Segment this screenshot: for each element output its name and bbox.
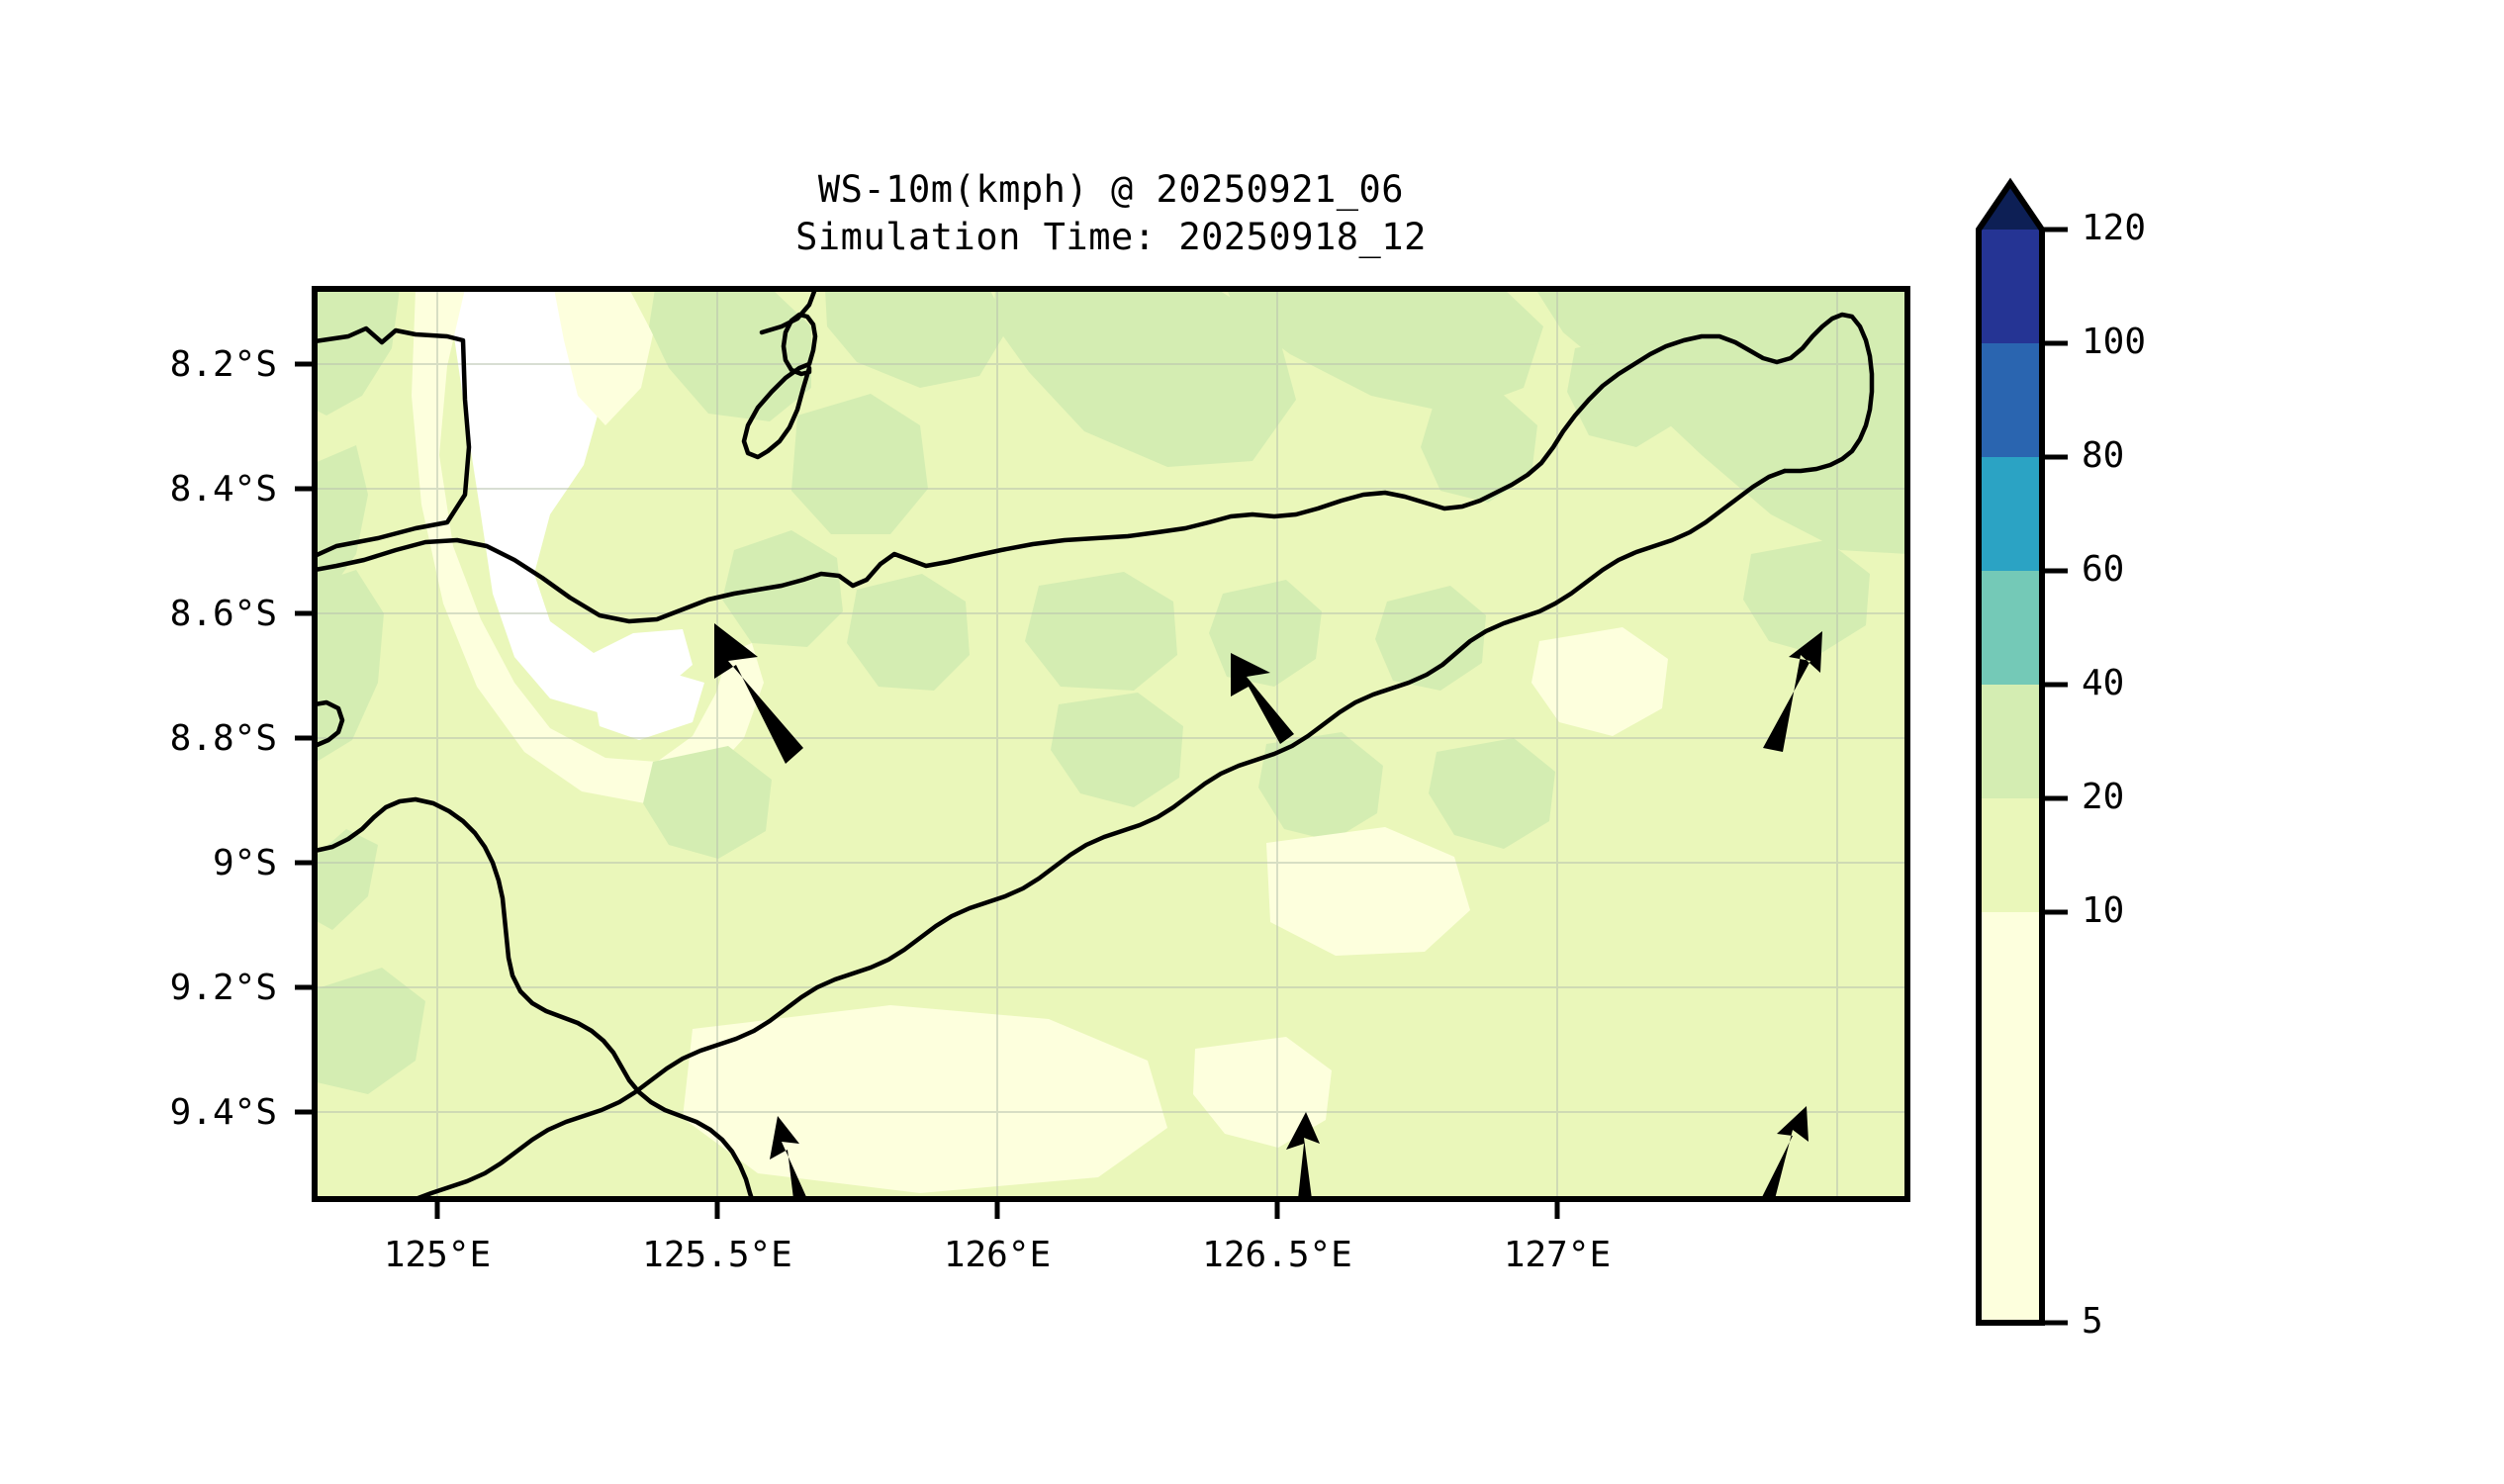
coastline-atauro-island (741, 312, 818, 460)
contour-band-20-40-l (847, 574, 970, 691)
contour-band-20-40-m (1025, 572, 1177, 691)
contour-band-5-10-b (554, 289, 653, 425)
contour-band-under5 (447, 289, 693, 712)
y-tick-label-4: 9°S (212, 843, 277, 883)
colorbar-band-10-20 (1979, 798, 2042, 912)
x-tick-label-3: 126.5°E (1202, 1235, 1352, 1275)
contour-band-20-40-c (315, 570, 384, 762)
contour-band-20-40-q (1567, 332, 1688, 447)
contour-band-20-40-j (791, 394, 928, 534)
contour-band-under5-b (594, 669, 704, 740)
y-tick-label-6: 9.4°S (169, 1092, 277, 1133)
y-tick-label-5: 9.2°S (169, 968, 277, 1008)
y-axis-ticks (295, 361, 315, 1115)
y-tick-label-0: 8.2°S (169, 344, 277, 385)
colorbar-band-80-100 (1979, 343, 2042, 457)
axes-spine (312, 286, 1910, 1202)
colorbar-extend-max-arrow (1979, 183, 2042, 230)
colorbar-tick-label-20: 20 (2082, 777, 2125, 817)
contour-band-20-40-w (315, 968, 425, 1094)
colorbar-ticks (2042, 227, 2068, 1326)
contour-band-20-40-b (315, 445, 368, 600)
colorbar (1976, 177, 2068, 1326)
contour-band-20-40-d (315, 829, 378, 930)
contour-band-20-40-u (1429, 738, 1555, 849)
colorbar-tick-label-40: 40 (2082, 663, 2125, 703)
contour-band-20-40-p (1421, 392, 1537, 503)
chart-title-primary: WS-10m(kmph) @ 20250921_06 (817, 168, 1405, 211)
colorbar-tick-label-120: 120 (2082, 208, 2147, 248)
colorbar-outline (1976, 177, 2045, 1326)
x-tick-label-0: 125°E (383, 1235, 492, 1275)
coastline-main-north (315, 312, 1875, 624)
wind-arrow-2 (1231, 653, 1294, 744)
contour-band-20-40-a (315, 289, 400, 416)
wind-arrow-6 (1761, 1106, 1808, 1199)
colorbar-band-20-40 (1979, 685, 2042, 798)
coastline-main-south (315, 796, 755, 1199)
y-tick-label-2: 8.6°S (169, 594, 277, 634)
wind-vector-layer (714, 623, 1822, 1199)
contour-band-5-10-c (1266, 827, 1470, 956)
contour-band-20-40-g (993, 289, 1296, 467)
wind-arrow-5 (1286, 1112, 1320, 1199)
filled-contours (315, 289, 1907, 1199)
coastline-layer (315, 289, 1875, 1199)
colorbar-tick-label-80: 80 (2082, 435, 2125, 476)
coastline-north-timor (315, 325, 472, 559)
colorbar-band-5-10 (1979, 912, 2042, 1026)
colorbar-band-100-120 (1979, 230, 2042, 343)
chart-title-block: WS-10m(kmph) @ 20250921_06 Simulation Ti… (315, 166, 1907, 261)
contour-band-20-40-h (1227, 289, 1543, 414)
y-tick-label-3: 8.8°S (169, 718, 277, 759)
x-tick-label-2: 126°E (943, 1235, 1052, 1275)
wind-arrow-1 (714, 623, 803, 764)
contour-band-20-40-v (643, 746, 772, 859)
coastline-bay-south (413, 468, 1788, 1199)
y-tick-label-1: 8.4°S (169, 469, 277, 510)
contour-band-5-10-f (1193, 1037, 1332, 1148)
wind-arrow-3 (1763, 631, 1822, 752)
x-axis-ticks (434, 1199, 1560, 1219)
x-tick-label-4: 127°E (1503, 1235, 1612, 1275)
contour-band-20-40-t (1258, 732, 1383, 841)
contour-band-20-40-k (722, 530, 843, 647)
wind-arrow-4 (770, 1116, 807, 1199)
colorbar-tick-label-100: 100 (2082, 322, 2147, 362)
colorbar-tick-label-10: 10 (2082, 890, 2125, 931)
chart-title-subtitle: Simulation Time: 20250918_12 (795, 216, 1427, 259)
colorbar-band-5-base (1979, 1026, 2042, 1323)
colorbar-band-40-60 (1979, 571, 2042, 685)
contour-band-20-40-e (649, 289, 811, 421)
colorbar-band-60-80 (1979, 457, 2042, 571)
contour-band-5-10 (412, 289, 764, 803)
contour-band-5-10-d (1531, 627, 1668, 736)
contour-band-20-40-o (1375, 586, 1486, 691)
contour-band-20-40-s (1051, 693, 1183, 807)
coastline-small-west-tip (315, 699, 345, 749)
x-tick-label-1: 125.5°E (642, 1235, 792, 1275)
colorbar-tick-label-60: 60 (2082, 549, 2125, 590)
colorbar-tick-label-5: 5 (2082, 1301, 2103, 1342)
contour-band-5-10-e (683, 1005, 1167, 1193)
